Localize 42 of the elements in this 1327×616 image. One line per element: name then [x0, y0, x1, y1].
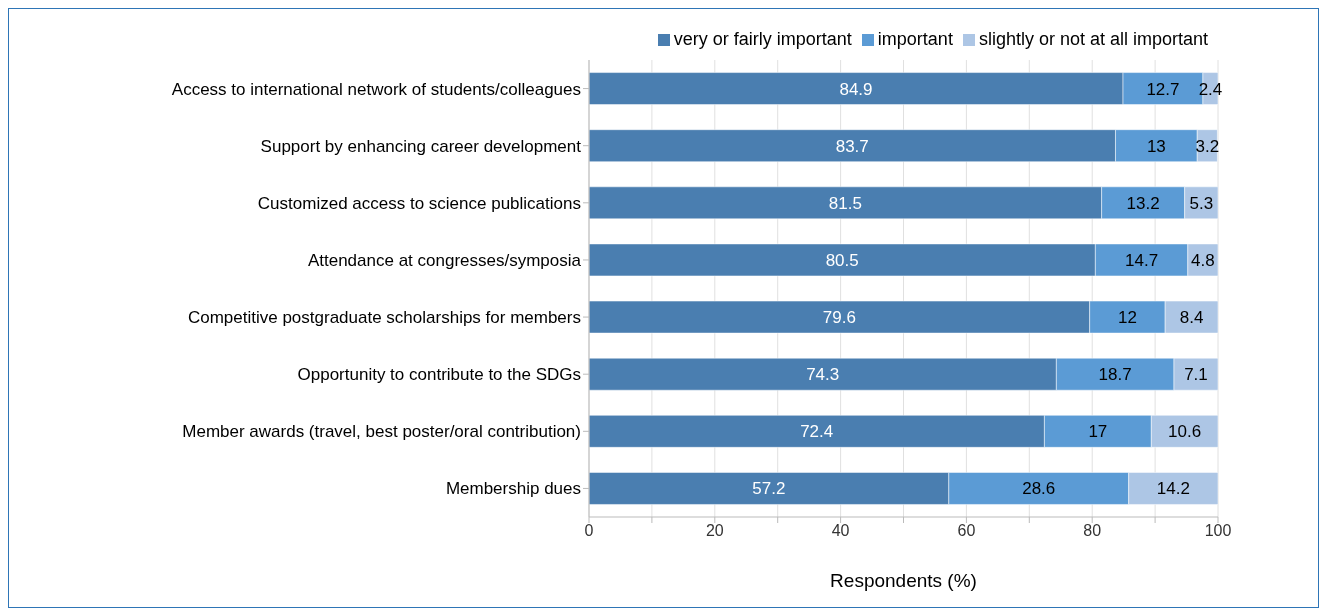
data-label: 84.9 [839, 79, 873, 99]
data-label: 12.7 [1146, 79, 1180, 99]
data-label: 79.6 [822, 308, 856, 328]
data-label: 7.1 [1184, 365, 1208, 385]
data-label: 83.7 [835, 136, 869, 156]
data-label: 8.4 [1179, 308, 1204, 328]
data-label: 14.7 [1125, 250, 1159, 270]
x-tick-label: 40 [831, 522, 850, 540]
data-label: 74.3 [806, 365, 840, 385]
data-label: 4.8 [1191, 250, 1215, 270]
data-label: 14.2 [1156, 479, 1190, 499]
y-tick-label: Access to international network of students/colleagues [171, 79, 581, 99]
y-tick-label: Support by enhancing career development [260, 136, 582, 156]
legend-label: important [877, 29, 953, 49]
data-label: 13 [1146, 136, 1166, 156]
data-label: 18.7 [1098, 365, 1132, 385]
y-tick-label: Competitive postgraduate scholarships for members [187, 308, 581, 328]
legend-label: very or fairly important [673, 29, 852, 49]
y-tick-label: Membership dues [445, 479, 581, 499]
data-label: 3.2 [1195, 136, 1220, 156]
data-label: 57.2 [752, 479, 786, 499]
data-label: 72.4 [800, 422, 834, 442]
y-tick-label: Opportunity to contribute to the SDGs [297, 365, 581, 385]
x-tick-label: 60 [957, 522, 976, 540]
data-label: 81.5 [828, 193, 862, 213]
x-tick-label: 20 [705, 522, 724, 540]
y-tick-label: Attendance at congresses/symposia [307, 250, 582, 270]
x-tick-label: 100 [1204, 522, 1232, 540]
data-label: 5.3 [1189, 193, 1214, 213]
x-tick-label: 80 [1083, 522, 1102, 540]
y-tick-label: Member awards (travel, best poster/oral contribution) [182, 422, 581, 442]
data-label: 13.2 [1126, 193, 1160, 213]
data-label: 2.4 [1198, 79, 1223, 99]
data-label: 10.6 [1168, 422, 1202, 442]
data-label: 28.6 [1022, 479, 1056, 499]
x-axis-title: Respondents (%) [830, 570, 977, 591]
legend-label: slightly or not at all important [978, 29, 1208, 49]
x-tick-label: 0 [584, 522, 594, 540]
data-label: 12 [1117, 308, 1137, 328]
y-tick-label: Customized access to science publications [257, 193, 581, 213]
data-label: 80.5 [825, 250, 859, 270]
data-label: 17 [1088, 422, 1108, 442]
